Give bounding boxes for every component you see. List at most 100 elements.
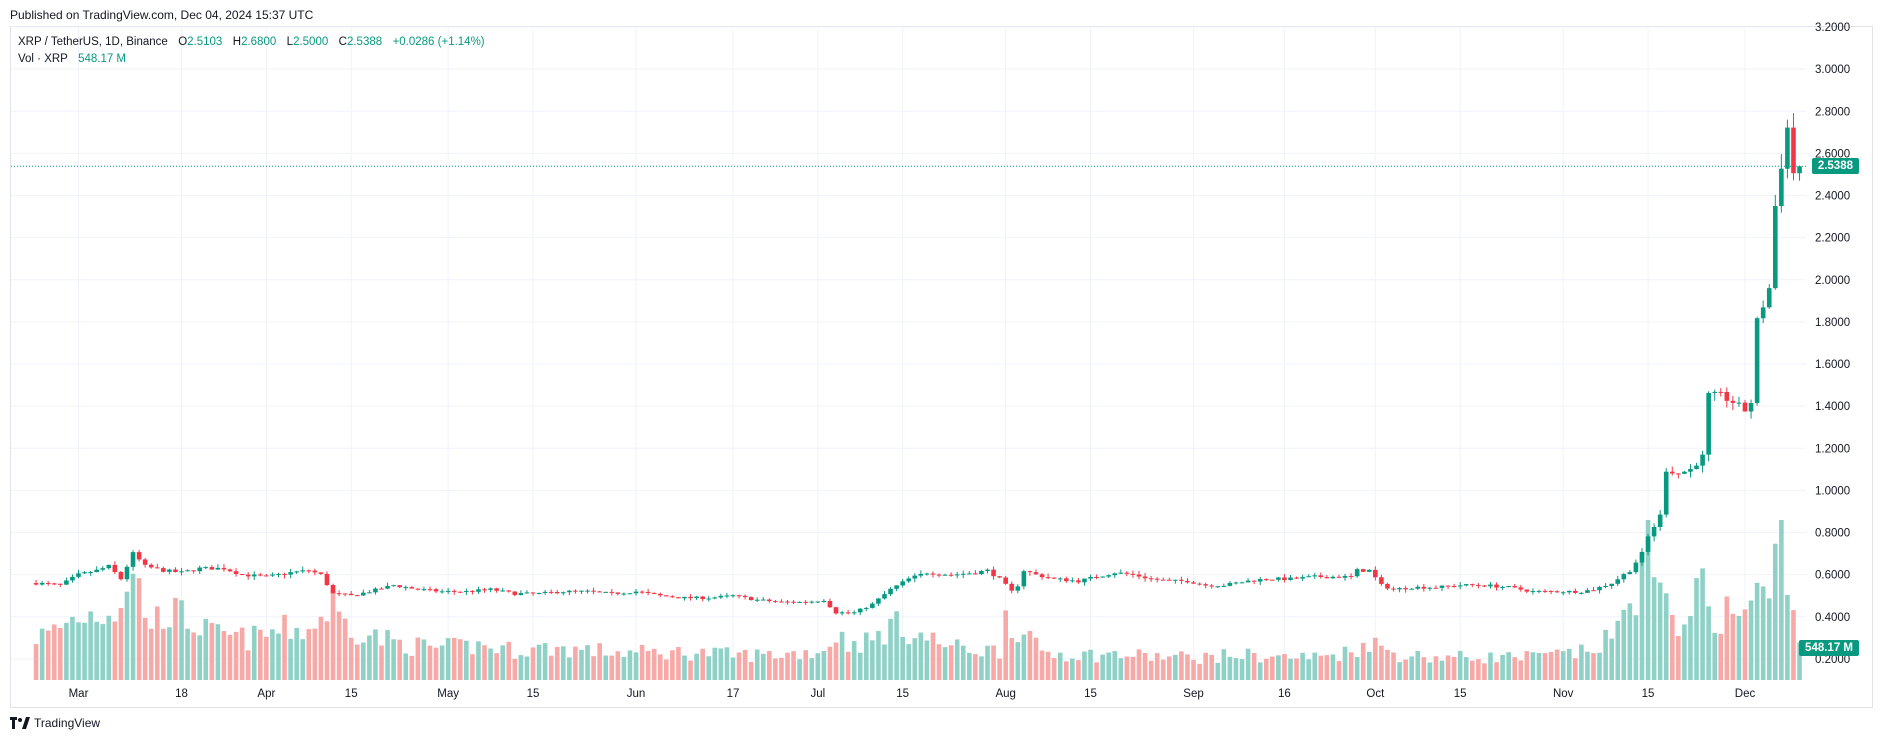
candle-body[interactable] bbox=[221, 567, 227, 570]
candle-body[interactable] bbox=[1227, 583, 1233, 586]
candle-body[interactable] bbox=[736, 595, 742, 597]
candle-body[interactable] bbox=[1615, 579, 1621, 584]
candle-body[interactable] bbox=[573, 590, 578, 592]
candle-body[interactable] bbox=[1494, 584, 1499, 588]
candle-body[interactable] bbox=[482, 589, 487, 591]
candle-body[interactable] bbox=[245, 574, 251, 577]
candle-body[interactable] bbox=[1215, 586, 1221, 588]
candle-body[interactable] bbox=[918, 573, 924, 576]
candle-body[interactable] bbox=[209, 567, 215, 570]
candle-body[interactable] bbox=[815, 601, 821, 603]
candle-body[interactable] bbox=[39, 582, 45, 585]
candle-body[interactable] bbox=[851, 612, 857, 614]
candle-body[interactable] bbox=[233, 571, 239, 575]
candle-body[interactable] bbox=[1033, 572, 1039, 575]
candle-body[interactable] bbox=[1100, 576, 1105, 578]
candle-body[interactable] bbox=[173, 569, 178, 573]
candle-body[interactable] bbox=[1391, 588, 1396, 590]
candle-body[interactable] bbox=[1512, 586, 1518, 588]
candle-body[interactable] bbox=[1039, 574, 1045, 578]
candle-body[interactable] bbox=[342, 593, 348, 595]
candle-body[interactable] bbox=[1179, 579, 1184, 581]
candle-body[interactable] bbox=[651, 592, 657, 594]
candle-body[interactable] bbox=[1348, 575, 1354, 577]
candle-body[interactable] bbox=[385, 585, 390, 589]
candle-body[interactable] bbox=[1221, 585, 1227, 587]
candle-body[interactable] bbox=[694, 596, 699, 599]
candle-body[interactable] bbox=[1373, 569, 1378, 578]
candle-body[interactable] bbox=[809, 601, 815, 603]
candle-body[interactable] bbox=[1742, 402, 1748, 412]
candle-body[interactable] bbox=[506, 590, 512, 592]
candle-body[interactable] bbox=[1779, 168, 1784, 207]
candle-body[interactable] bbox=[76, 573, 81, 577]
candle-body[interactable] bbox=[288, 572, 293, 575]
candle-body[interactable] bbox=[1669, 471, 1675, 474]
candle-body[interactable] bbox=[1518, 587, 1524, 590]
candle-body[interactable] bbox=[330, 585, 336, 594]
candle-body[interactable] bbox=[1306, 576, 1311, 578]
candle-body[interactable] bbox=[597, 591, 602, 593]
tradingview-logo-icon[interactable] bbox=[10, 717, 30, 729]
candle-body[interactable] bbox=[797, 601, 802, 603]
candle-body[interactable] bbox=[967, 573, 972, 575]
candle-body[interactable] bbox=[1136, 574, 1142, 577]
candle-body[interactable] bbox=[1785, 127, 1790, 169]
candle-body[interactable] bbox=[318, 572, 324, 574]
candle-body[interactable] bbox=[1797, 166, 1802, 174]
candle-body[interactable] bbox=[1245, 580, 1251, 583]
candle-body[interactable] bbox=[391, 585, 396, 587]
candle-body[interactable] bbox=[1070, 580, 1075, 582]
candle-body[interactable] bbox=[124, 566, 130, 580]
candle-body[interactable] bbox=[457, 591, 463, 593]
candle-body[interactable] bbox=[1094, 576, 1099, 578]
candle-body[interactable] bbox=[754, 599, 760, 601]
candle-body[interactable] bbox=[1548, 590, 1554, 592]
candle-body[interactable] bbox=[348, 593, 354, 596]
candle-body[interactable] bbox=[1457, 585, 1463, 587]
volume-label[interactable]: Vol · XRP bbox=[18, 53, 68, 65]
candle-body[interactable] bbox=[1112, 573, 1118, 576]
candle-body[interactable] bbox=[464, 590, 469, 592]
candle-body[interactable] bbox=[585, 590, 590, 592]
candle-body[interactable] bbox=[270, 574, 275, 576]
candle-body[interactable] bbox=[1718, 391, 1724, 393]
candle-body[interactable] bbox=[1566, 590, 1572, 593]
candle-body[interactable] bbox=[936, 574, 942, 576]
candle-body[interactable] bbox=[785, 601, 790, 603]
candle-body[interactable] bbox=[930, 573, 936, 575]
candle-body[interactable] bbox=[1476, 585, 1481, 587]
candle-body[interactable] bbox=[1160, 579, 1166, 581]
candle-body[interactable] bbox=[1694, 465, 1699, 469]
candle-body[interactable] bbox=[579, 590, 584, 592]
candle-body[interactable] bbox=[1500, 586, 1505, 588]
candle-body[interactable] bbox=[742, 595, 748, 598]
candle-body[interactable] bbox=[1197, 583, 1202, 585]
candle-body[interactable] bbox=[1585, 590, 1590, 593]
candle-body[interactable] bbox=[421, 589, 427, 591]
candle-body[interactable] bbox=[688, 596, 693, 599]
candle-body[interactable] bbox=[1445, 585, 1451, 587]
candle-body[interactable] bbox=[336, 593, 342, 595]
candle-body[interactable] bbox=[882, 594, 887, 599]
candle-body[interactable] bbox=[148, 564, 154, 568]
candle-body[interactable] bbox=[373, 588, 378, 593]
candle-body[interactable] bbox=[973, 573, 978, 575]
candle-body[interactable] bbox=[1766, 288, 1772, 308]
candle-body[interactable] bbox=[251, 574, 257, 577]
candle-body[interactable] bbox=[821, 600, 827, 602]
candle-body[interactable] bbox=[361, 592, 366, 596]
candle-body[interactable] bbox=[657, 593, 663, 596]
candle-body[interactable] bbox=[1560, 592, 1566, 594]
candle-body[interactable] bbox=[960, 573, 966, 575]
candle-body[interactable] bbox=[524, 592, 530, 594]
candle-body[interactable] bbox=[888, 588, 893, 595]
candle-body[interactable] bbox=[609, 591, 615, 593]
candle-body[interactable] bbox=[827, 600, 833, 608]
candle-body[interactable] bbox=[70, 576, 75, 581]
candle-body[interactable] bbox=[712, 597, 718, 599]
candle-body[interactable] bbox=[142, 559, 148, 565]
footer-brand[interactable]: TradingView bbox=[34, 716, 101, 730]
candle-body[interactable] bbox=[1288, 577, 1293, 581]
